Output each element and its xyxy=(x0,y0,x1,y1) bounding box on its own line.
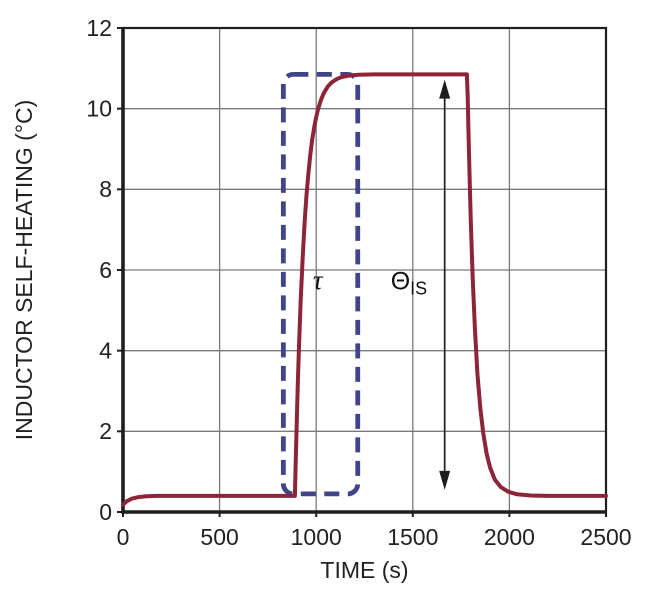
theta-is-annotation-label: ΘIS xyxy=(391,267,427,298)
label-layer: 0 500 1000 1500 2000 2500 0 2 4 6 8 10 12 xyxy=(86,15,631,550)
x-tick-label: 0 xyxy=(117,524,130,550)
y-axis-title: INDUCTOR SELF-HEATING (°C) xyxy=(11,100,37,441)
y-tick-label: 8 xyxy=(99,176,112,202)
y-tick-label: 0 xyxy=(99,499,112,525)
x-tick-label: 1500 xyxy=(387,524,438,550)
tau-annotation-label: τ xyxy=(313,265,324,295)
grid-layer xyxy=(123,28,606,512)
annotation-layer xyxy=(280,71,361,497)
theta-symbol: Θ xyxy=(391,267,410,295)
x-tick-label: 1000 xyxy=(291,524,342,550)
time-constant-box xyxy=(280,71,361,497)
tick-layer xyxy=(117,27,607,517)
theta-subscript: IS xyxy=(410,278,427,298)
frame-layer xyxy=(121,26,608,514)
y-tick-label: 2 xyxy=(99,418,112,444)
x-tick-label: 2000 xyxy=(484,524,535,550)
y-tick-label: 10 xyxy=(86,95,112,121)
x-tick-label: 500 xyxy=(200,524,238,550)
plot-axes xyxy=(121,28,606,514)
y-tick-label: 4 xyxy=(99,337,112,363)
theta-arrow-head-up xyxy=(439,79,451,99)
x-axis-title: TIME (s) xyxy=(320,557,408,583)
theta-arrow-head-down xyxy=(439,470,451,490)
y-tick-label: 6 xyxy=(99,257,112,283)
arrow-layer xyxy=(439,79,451,490)
heating-curve xyxy=(121,72,608,507)
y-tick-label: 12 xyxy=(86,15,112,41)
series-layer xyxy=(121,72,608,507)
x-tick-label: 2500 xyxy=(580,524,631,550)
